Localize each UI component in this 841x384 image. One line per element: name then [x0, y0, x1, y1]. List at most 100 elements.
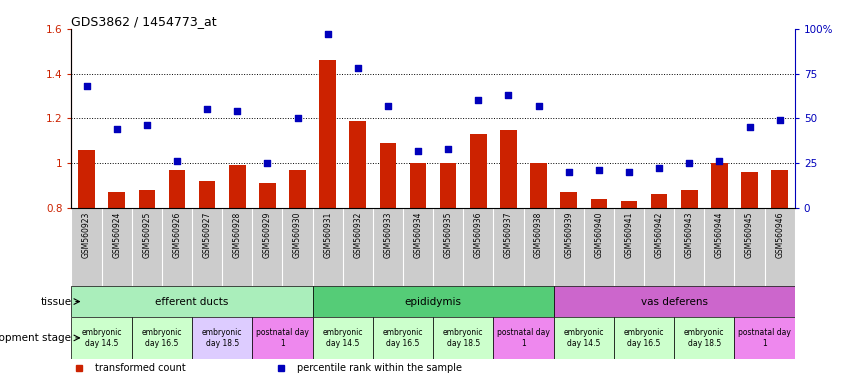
Bar: [229, 166, 246, 208]
Text: GSM560944: GSM560944: [715, 212, 724, 258]
Text: GSM560936: GSM560936: [473, 212, 483, 258]
Text: embryonic
day 14.5: embryonic day 14.5: [563, 328, 604, 348]
Bar: [373, 317, 433, 359]
Bar: [78, 150, 95, 208]
Text: GSM560945: GSM560945: [745, 212, 754, 258]
Point: [743, 124, 756, 130]
Bar: [614, 317, 674, 359]
Point: [230, 108, 244, 114]
Text: GSM560939: GSM560939: [564, 212, 574, 258]
Point: [773, 117, 786, 123]
Text: GSM560943: GSM560943: [685, 212, 694, 258]
Text: percentile rank within the sample: percentile rank within the sample: [297, 364, 463, 374]
Text: GSM560931: GSM560931: [323, 212, 332, 258]
Text: embryonic
day 16.5: embryonic day 16.5: [383, 328, 423, 348]
Text: GSM560925: GSM560925: [142, 212, 151, 258]
Point: [261, 160, 274, 166]
Text: embryonic
day 14.5: embryonic day 14.5: [322, 328, 363, 348]
Point: [562, 169, 575, 175]
Bar: [470, 134, 487, 208]
Text: GSM560930: GSM560930: [293, 212, 302, 258]
Text: GSM560928: GSM560928: [233, 212, 241, 258]
Text: development stage: development stage: [0, 333, 71, 343]
Bar: [771, 170, 788, 208]
Point: [321, 31, 335, 37]
Bar: [313, 286, 553, 317]
Point: [712, 158, 726, 164]
Point: [140, 122, 154, 129]
Bar: [192, 317, 252, 359]
Point: [351, 65, 364, 71]
Bar: [71, 317, 132, 359]
Point: [291, 115, 304, 121]
Bar: [711, 163, 727, 208]
Point: [170, 158, 183, 164]
Bar: [531, 163, 547, 208]
Bar: [139, 190, 155, 208]
Point: [622, 169, 636, 175]
Point: [653, 166, 666, 172]
Bar: [350, 121, 366, 208]
Bar: [71, 286, 313, 317]
Bar: [313, 317, 373, 359]
Text: GSM560924: GSM560924: [112, 212, 121, 258]
Text: GSM560937: GSM560937: [504, 212, 513, 258]
Point: [200, 106, 214, 113]
Point: [472, 97, 485, 103]
Bar: [560, 192, 577, 208]
Text: GSM560940: GSM560940: [595, 212, 603, 258]
Text: GSM560929: GSM560929: [263, 212, 272, 258]
Bar: [320, 60, 336, 208]
Text: GSM560933: GSM560933: [383, 212, 393, 258]
Text: postnatal day
1: postnatal day 1: [497, 328, 550, 348]
Bar: [198, 181, 215, 208]
Text: embryonic
day 18.5: embryonic day 18.5: [443, 328, 484, 348]
Point: [80, 83, 93, 89]
Text: vas deferens: vas deferens: [641, 296, 708, 306]
Bar: [440, 163, 457, 208]
Point: [442, 146, 455, 152]
Point: [502, 92, 516, 98]
Bar: [621, 201, 637, 208]
Text: epididymis: epididymis: [405, 296, 462, 306]
Text: postnatal day
1: postnatal day 1: [738, 328, 791, 348]
Text: embryonic
day 18.5: embryonic day 18.5: [202, 328, 242, 348]
Bar: [651, 194, 668, 208]
Bar: [289, 170, 306, 208]
Bar: [734, 317, 795, 359]
Bar: [674, 317, 734, 359]
Point: [532, 103, 545, 109]
Text: GSM560927: GSM560927: [203, 212, 212, 258]
Point: [411, 147, 425, 154]
Bar: [259, 183, 276, 208]
Bar: [553, 286, 795, 317]
Point: [592, 167, 606, 173]
Text: GSM560941: GSM560941: [625, 212, 633, 258]
Text: GSM560923: GSM560923: [82, 212, 91, 258]
Bar: [741, 172, 758, 208]
Bar: [433, 317, 494, 359]
Bar: [108, 192, 125, 208]
Text: GSM560946: GSM560946: [775, 212, 784, 258]
Text: postnatal day
1: postnatal day 1: [256, 328, 309, 348]
Bar: [252, 317, 313, 359]
Bar: [494, 317, 553, 359]
Bar: [132, 317, 192, 359]
Text: embryonic
day 18.5: embryonic day 18.5: [684, 328, 725, 348]
Text: GSM560935: GSM560935: [444, 212, 452, 258]
Bar: [590, 199, 607, 208]
Bar: [500, 129, 516, 208]
Text: embryonic
day 16.5: embryonic day 16.5: [141, 328, 182, 348]
Text: GSM560934: GSM560934: [414, 212, 422, 258]
Text: efferent ducts: efferent ducts: [156, 296, 229, 306]
Point: [683, 160, 696, 166]
Text: GDS3862 / 1454773_at: GDS3862 / 1454773_at: [71, 15, 217, 28]
Text: GSM560932: GSM560932: [353, 212, 362, 258]
Bar: [553, 317, 614, 359]
Point: [381, 103, 394, 109]
Text: GSM560942: GSM560942: [654, 212, 664, 258]
Point: [110, 126, 124, 132]
Bar: [169, 170, 185, 208]
Bar: [410, 163, 426, 208]
Text: GSM560926: GSM560926: [172, 212, 182, 258]
